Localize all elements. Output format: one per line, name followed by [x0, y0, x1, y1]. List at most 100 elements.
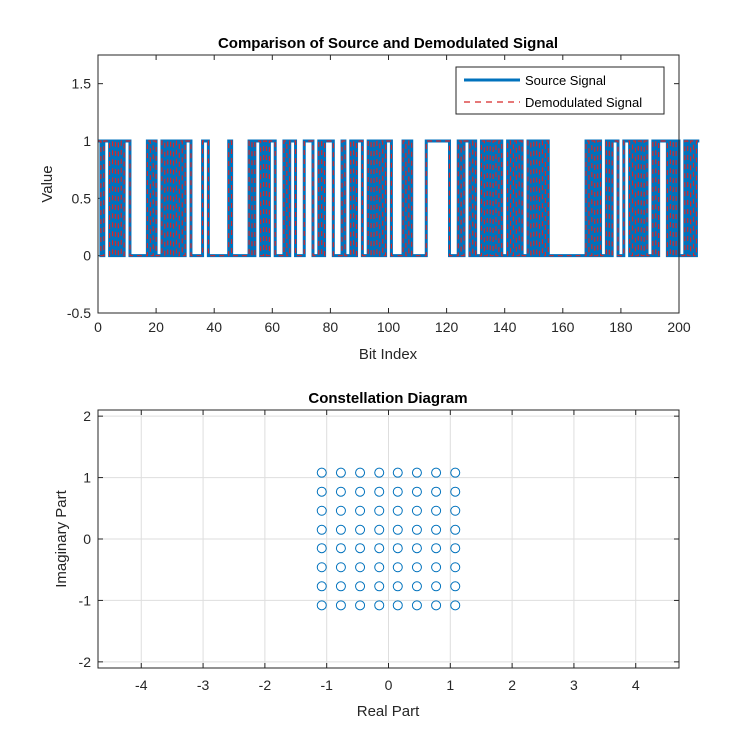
constellation-x-ticks: -4 -3 -2 -1 0 1 2 3 4 — [135, 410, 640, 693]
constellation-point — [316, 467, 327, 478]
legend-source-signal-label: Source Signal — [525, 73, 606, 88]
constellation-chart-title: Constellation Diagram — [308, 390, 467, 407]
signal-x-tick-label: 160 — [551, 319, 575, 335]
constellation-point — [431, 581, 442, 592]
constellation-point — [431, 505, 442, 516]
constellation-point — [335, 505, 346, 516]
constellation-point — [450, 467, 461, 478]
constellation-points-group — [316, 467, 461, 611]
constellation-x-tick-label: -1 — [320, 677, 333, 693]
signal-series-group — [98, 139, 700, 258]
constellation-point — [450, 524, 461, 535]
constellation-point — [392, 600, 403, 611]
signal-y-tick-label: 1 — [83, 133, 91, 149]
constellation-y-tick-label: 0 — [83, 531, 91, 547]
constellation-point — [431, 467, 442, 478]
constellation-point — [374, 543, 385, 554]
constellation-point — [392, 581, 403, 592]
signal-x-tick-label: 20 — [148, 319, 164, 335]
constellation-point — [335, 581, 346, 592]
signal-x-tick-label: 180 — [609, 319, 633, 335]
constellation-point — [374, 467, 385, 478]
constellation-point — [431, 543, 442, 554]
constellation-point — [316, 505, 327, 516]
signal-comparison-plot: 0 20 40 60 80 100 120 140 160 180 200 -0.500.511.5… — [39, 35, 700, 363]
constellation-point — [392, 505, 403, 516]
constellation-x-axis-label: Real Part — [357, 703, 420, 720]
constellation-point — [374, 486, 385, 497]
constellation-point — [450, 581, 461, 592]
signal-y-tick-label: 0.5 — [72, 190, 92, 206]
constellation-point — [411, 505, 422, 516]
constellation-point — [411, 600, 422, 611]
constellation-point — [355, 562, 366, 573]
constellation-point — [316, 524, 327, 535]
constellation-point — [316, 562, 327, 573]
constellation-point — [431, 486, 442, 497]
constellation-x-tick-label: 2 — [508, 677, 516, 693]
constellation-x-tick-label: 4 — [632, 677, 640, 693]
constellation-point — [355, 486, 366, 497]
constellation-point — [374, 505, 385, 516]
constellation-point — [374, 581, 385, 592]
constellation-point — [335, 600, 346, 611]
constellation-point — [316, 600, 327, 611]
constellation-y-axis-label: Imaginary Part — [53, 489, 70, 587]
constellation-point — [411, 581, 422, 592]
constellation-point — [411, 467, 422, 478]
signal-legend-box — [455, 66, 665, 115]
signal-y-tick-label: 0 — [83, 248, 91, 264]
constellation-point — [374, 524, 385, 535]
constellation-point — [411, 562, 422, 573]
constellation-point — [431, 600, 442, 611]
constellation-point — [355, 505, 366, 516]
legend-demodulated-signal-label: Demodulated Signal — [525, 95, 642, 110]
constellation-point — [411, 543, 422, 554]
constellation-point — [411, 486, 422, 497]
constellation-x-tick-label: 3 — [570, 677, 578, 693]
signal-y-axis-label: Value — [39, 165, 56, 202]
signal-x-ticks: 0 20 40 60 80 100 120 140 160 180 200 — [94, 55, 691, 335]
constellation-x-tick-label: -3 — [197, 677, 210, 693]
signal-x-tick-label: 120 — [435, 319, 459, 335]
constellation-x-tick-label: 0 — [385, 677, 393, 693]
constellation-y-ticks: -2 -1 0 1 2 — [79, 408, 679, 670]
constellation-point — [450, 600, 461, 611]
constellation-point — [450, 562, 461, 573]
signal-x-tick-label: 140 — [493, 319, 517, 335]
constellation-point — [431, 562, 442, 573]
constellation-point — [431, 524, 442, 535]
signal-y-tick-label: -0.5 — [67, 305, 91, 321]
constellation-point — [392, 467, 403, 478]
constellation-point — [335, 524, 346, 535]
signal-axes-box — [97, 54, 680, 314]
constellation-point — [335, 543, 346, 554]
constellation-point — [374, 562, 385, 573]
constellation-point — [392, 524, 403, 535]
constellation-point — [316, 543, 327, 554]
constellation-point — [392, 562, 403, 573]
constellation-y-tick-label: -2 — [79, 654, 92, 670]
constellation-point — [316, 581, 327, 592]
constellation-point — [355, 524, 366, 535]
constellation-x-tick-label: -2 — [259, 677, 272, 693]
constellation-point — [450, 505, 461, 516]
constellation-y-tick-label: 2 — [83, 408, 91, 424]
signal-x-axis-label: Bit Index — [359, 346, 418, 363]
constellation-x-tick-label: 1 — [446, 677, 454, 693]
constellation-point — [355, 543, 366, 554]
constellation-point — [392, 486, 403, 497]
signal-x-tick-label: 60 — [265, 319, 281, 335]
constellation-point — [355, 581, 366, 592]
constellation-point — [374, 600, 385, 611]
constellation-x-tick-label: -4 — [135, 677, 148, 693]
demodulated-signal-line — [98, 140, 700, 257]
constellation-plot: -4 -3 -2 -1 0 1 2 3 4 -2 -1 0 1 2 Constellation Diag… — [53, 390, 680, 720]
constellation-grid — [98, 410, 679, 668]
signal-y-tick-label: 1.5 — [72, 76, 92, 92]
constellation-y-tick-label: -1 — [79, 592, 92, 608]
constellation-point — [355, 600, 366, 611]
constellation-point — [335, 467, 346, 478]
constellation-point — [335, 562, 346, 573]
constellation-point — [335, 486, 346, 497]
